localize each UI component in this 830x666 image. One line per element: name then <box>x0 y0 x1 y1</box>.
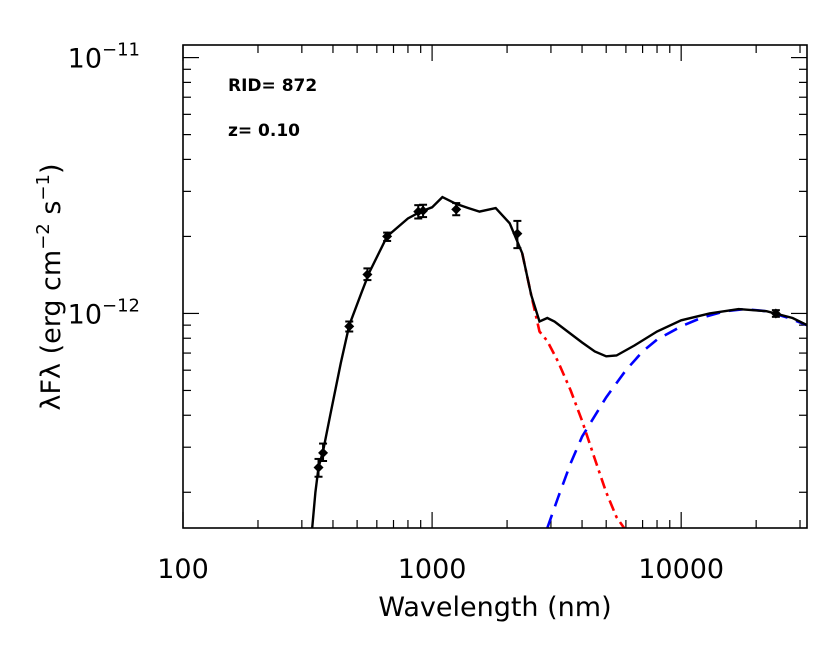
x-axis-title: Wavelength (nm) <box>378 592 611 623</box>
data-point <box>362 269 373 280</box>
data-point <box>418 205 429 216</box>
minor-ticks <box>183 45 807 528</box>
data-point <box>770 308 781 319</box>
total-model-line <box>311 195 807 528</box>
x-tick-label: 10000 <box>638 554 724 585</box>
data-point <box>318 447 329 458</box>
data-point <box>344 321 355 332</box>
plot-frame <box>182 44 808 529</box>
data-point <box>382 231 393 242</box>
rid-annotation: RID= 872 <box>228 76 317 96</box>
y-tick-label: 10−12 <box>68 295 140 330</box>
data-point <box>451 204 462 215</box>
major-ticks <box>182 45 807 528</box>
dust-model-line <box>546 307 807 528</box>
x-tick-label: 100 <box>157 554 209 585</box>
photometry-points <box>313 202 781 478</box>
y-axis-title: λFλ (erg cm−2 s−1) <box>33 163 67 410</box>
data-point <box>512 228 523 239</box>
y-tick-label: 10−11 <box>68 40 140 75</box>
stellar-model-line <box>520 252 626 528</box>
x-tick-label: 1000 <box>398 554 467 585</box>
data-point <box>313 462 324 473</box>
redshift-annotation: z= 0.10 <box>228 121 300 141</box>
